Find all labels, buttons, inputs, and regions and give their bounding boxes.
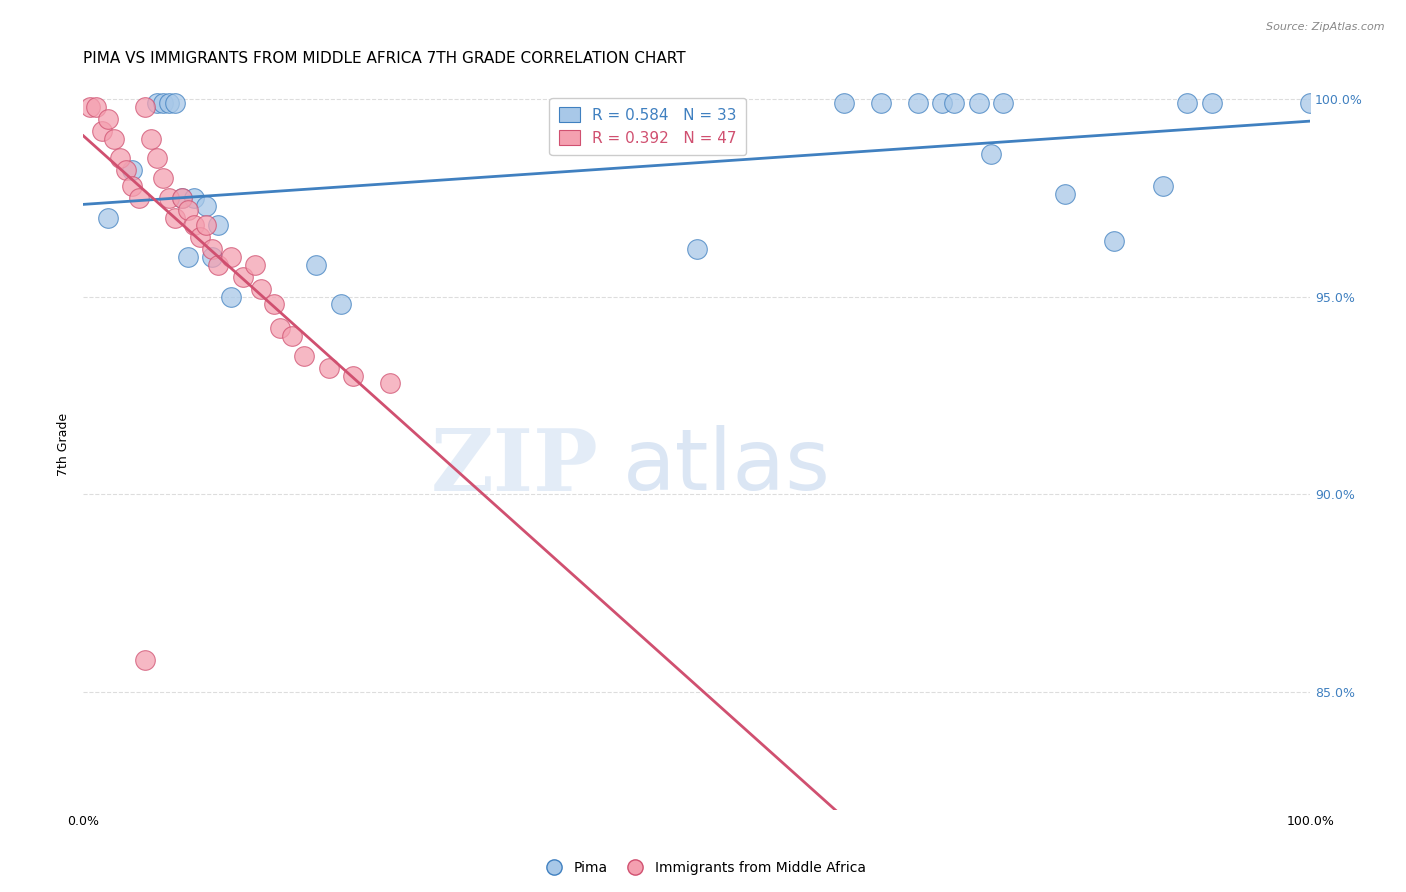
Point: [97, 211, 120, 225]
Point: [134, 653, 156, 667]
Text: ZIP: ZIP: [430, 425, 599, 508]
Point: [165, 211, 187, 225]
Point: [869, 96, 891, 111]
Point: [188, 230, 211, 244]
Point: [378, 376, 401, 391]
Point: [183, 191, 205, 205]
Point: [170, 191, 193, 205]
Point: [139, 131, 162, 145]
Point: [269, 321, 291, 335]
Point: [115, 163, 138, 178]
Point: [219, 250, 242, 264]
Point: [342, 368, 364, 383]
Point: [128, 191, 150, 205]
Point: [207, 258, 229, 272]
Point: [318, 360, 340, 375]
Point: [305, 258, 328, 272]
Point: [943, 96, 966, 111]
Point: [201, 250, 224, 264]
Point: [90, 124, 112, 138]
Point: [176, 202, 198, 217]
Point: [330, 297, 353, 311]
Legend: Pima, Immigrants from Middle Africa: Pima, Immigrants from Middle Africa: [534, 855, 872, 880]
Point: [183, 219, 205, 233]
Point: [152, 171, 174, 186]
Text: PIMA VS IMMIGRANTS FROM MIDDLE AFRICA 7TH GRADE CORRELATION CHART: PIMA VS IMMIGRANTS FROM MIDDLE AFRICA 7T…: [83, 51, 686, 66]
Point: [195, 199, 218, 213]
Point: [832, 96, 855, 111]
Point: [157, 191, 180, 205]
Point: [176, 250, 198, 264]
Point: [146, 152, 169, 166]
Point: [686, 242, 709, 256]
Point: [157, 96, 180, 111]
Point: [195, 219, 218, 233]
Point: [170, 191, 193, 205]
Point: [84, 100, 107, 114]
Point: [1299, 96, 1322, 111]
Point: [281, 329, 304, 343]
Point: [263, 297, 285, 311]
Point: [108, 152, 131, 166]
Point: [1177, 96, 1199, 111]
Point: [207, 219, 229, 233]
Point: [121, 179, 143, 194]
Text: atlas: atlas: [623, 425, 831, 508]
Point: [250, 282, 273, 296]
Point: [97, 112, 120, 126]
Point: [219, 290, 242, 304]
Point: [152, 96, 174, 111]
Point: [121, 163, 143, 178]
Point: [967, 96, 990, 111]
Point: [1102, 235, 1125, 249]
Legend: R = 0.584   N = 33, R = 0.392   N = 47: R = 0.584 N = 33, R = 0.392 N = 47: [550, 98, 747, 155]
Point: [1152, 179, 1174, 194]
Point: [243, 258, 266, 272]
Point: [79, 100, 101, 114]
Point: [134, 100, 156, 114]
Point: [1201, 96, 1223, 111]
Point: [1053, 186, 1076, 201]
Point: [201, 242, 224, 256]
Point: [931, 96, 953, 111]
Point: [232, 269, 254, 284]
Point: [292, 349, 315, 363]
Point: [980, 147, 1002, 161]
Text: Source: ZipAtlas.com: Source: ZipAtlas.com: [1267, 22, 1385, 32]
Point: [103, 131, 125, 145]
Point: [993, 96, 1015, 111]
Y-axis label: 7th Grade: 7th Grade: [58, 413, 70, 476]
Point: [165, 96, 187, 111]
Point: [146, 96, 169, 111]
Point: [907, 96, 929, 111]
